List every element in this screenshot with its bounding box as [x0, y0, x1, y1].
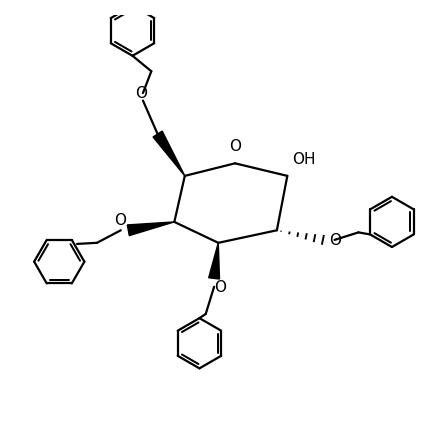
Polygon shape: [153, 131, 185, 176]
Text: O: O: [214, 280, 226, 296]
Polygon shape: [127, 222, 174, 236]
Text: O: O: [114, 213, 126, 228]
Polygon shape: [209, 243, 220, 279]
Text: O: O: [135, 86, 147, 100]
Text: OH: OH: [292, 152, 316, 167]
Text: O: O: [229, 139, 241, 154]
Text: O: O: [329, 233, 341, 248]
